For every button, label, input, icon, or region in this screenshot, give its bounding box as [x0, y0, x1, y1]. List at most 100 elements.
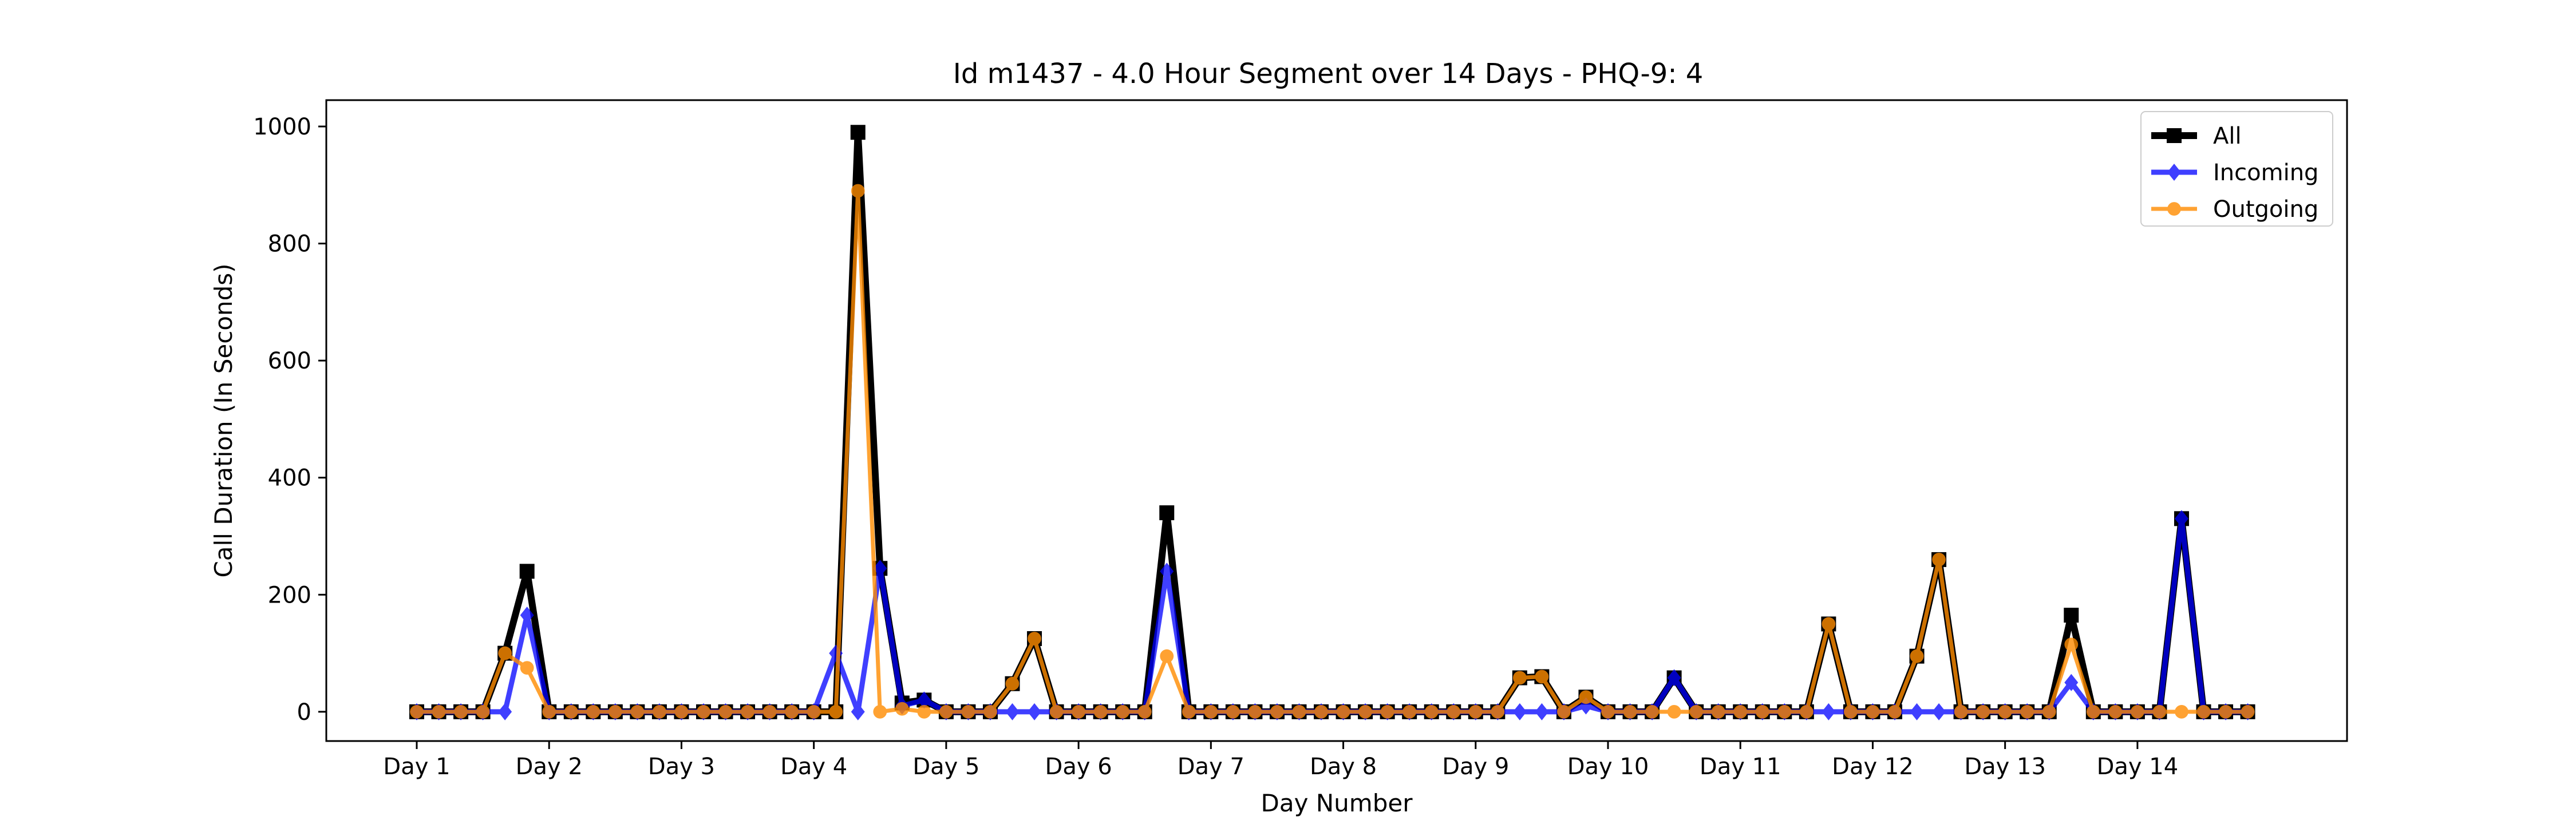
x-tick-label: Day 2 [516, 754, 583, 780]
data-point-outgoing [564, 704, 578, 719]
y-axis-label: Call Duration (In Seconds) [210, 263, 238, 577]
data-point-outgoing [1292, 704, 1306, 719]
data-point-outgoing [1755, 704, 1769, 719]
data-point-outgoing [1733, 704, 1748, 719]
legend-label: Incoming [2213, 160, 2318, 186]
data-point-outgoing [1822, 617, 1836, 631]
x-axis-label: Day Number [1261, 789, 1413, 817]
data-point-incoming [2064, 674, 2079, 691]
data-point-outgoing [1093, 704, 1108, 719]
data-point-outgoing [542, 704, 556, 719]
x-tick-label: Day 6 [1045, 754, 1112, 780]
data-point-outgoing [1424, 704, 1439, 719]
data-point-outgoing [2175, 704, 2188, 719]
data-point-incoming [1932, 703, 1946, 720]
data-point-all [850, 125, 866, 140]
data-point-outgoing [762, 704, 777, 719]
data-point-outgoing [1711, 704, 1725, 719]
x-tick-label: Day 1 [383, 754, 450, 780]
legend-label: Outgoing [2213, 196, 2318, 223]
data-point-outgoing [1976, 704, 1990, 719]
x-tick-label: Day 8 [1310, 754, 1377, 780]
x-tick-label: Day 14 [2097, 754, 2179, 780]
data-point-outgoing [1116, 704, 1130, 719]
data-point-outgoing [1005, 676, 1020, 691]
data-point-outgoing [653, 704, 666, 719]
data-point-outgoing [1932, 553, 1946, 566]
data-point-incoming [2174, 510, 2188, 528]
data-point-incoming [1005, 703, 1020, 720]
data-point-outgoing [1491, 704, 1505, 719]
data-point-outgoing [2152, 704, 2167, 719]
data-point-outgoing [741, 704, 754, 719]
data-point-incoming [1160, 562, 1174, 580]
data-point-outgoing [2130, 704, 2144, 719]
data-point-outgoing [608, 704, 622, 719]
legend-swatch-marker [2167, 202, 2181, 216]
data-point-outgoing [630, 704, 645, 719]
legend-box [2140, 111, 2333, 227]
data-point-outgoing [1799, 704, 1814, 719]
data-point-incoming [520, 607, 534, 624]
data-point-outgoing [697, 704, 710, 719]
data-point-incoming [851, 703, 865, 720]
chart-title: Id m1437 - 4.0 Hour Segment over 14 Days… [953, 58, 1704, 90]
data-point-outgoing [1336, 704, 1350, 719]
data-point-incoming [1822, 703, 1836, 720]
data-point-outgoing [1248, 704, 1262, 719]
data-point-incoming [917, 691, 931, 709]
data-point-all [2064, 608, 2079, 623]
data-point-outgoing [410, 704, 424, 719]
data-point-outgoing [432, 704, 446, 719]
x-tick-label: Day 11 [1700, 754, 1781, 780]
data-point-outgoing [2219, 704, 2233, 719]
data-point-outgoing [807, 704, 821, 719]
data-point-all [1159, 505, 1175, 521]
data-point-all [519, 564, 535, 579]
data-point-outgoing [1137, 704, 1152, 719]
y-tick-label: 400 [268, 465, 311, 492]
data-point-incoming [1028, 703, 1042, 720]
data-point-outgoing [1954, 704, 1968, 719]
data-point-outgoing [1358, 704, 1372, 719]
data-point-outgoing [1049, 704, 1064, 719]
data-point-outgoing [2241, 704, 2255, 719]
legend-swatch-marker [2167, 164, 2181, 181]
y-tick-label: 600 [268, 348, 311, 374]
data-point-outgoing [2086, 704, 2100, 719]
legend-entry-all [2151, 128, 2197, 143]
data-point-outgoing [476, 704, 490, 719]
x-tick-label: Day 5 [912, 754, 979, 780]
series-outgoing [410, 184, 2255, 719]
data-point-outgoing [851, 184, 865, 198]
data-point-outgoing [1689, 704, 1704, 719]
legend-entry-outgoing [2151, 202, 2197, 216]
data-point-outgoing [1468, 704, 1483, 719]
data-point-outgoing [1270, 704, 1284, 719]
x-tick-label: Day 13 [1964, 754, 2046, 780]
data-point-outgoing [1182, 704, 1196, 719]
data-point-outgoing [586, 704, 600, 719]
data-point-incoming [873, 560, 887, 577]
y-tick-label: 0 [297, 699, 311, 726]
data-point-outgoing [1777, 704, 1792, 719]
data-point-outgoing [718, 704, 733, 719]
x-tick-label: Day 12 [1832, 754, 1914, 780]
data-point-outgoing [873, 704, 887, 719]
data-point-outgoing [1623, 704, 1637, 719]
y-tick-label: 200 [268, 582, 311, 608]
data-point-incoming [1910, 703, 1924, 720]
data-point-outgoing [785, 704, 799, 719]
data-point-outgoing [2108, 704, 2123, 719]
data-point-outgoing [1314, 704, 1328, 719]
legend: All Incoming Outgoing [2140, 111, 2333, 227]
data-point-outgoing [2196, 704, 2211, 719]
series-layer [409, 125, 2255, 720]
legend-label: All [2213, 123, 2242, 149]
data-point-outgoing [1910, 649, 1924, 663]
y-tick-label: 1000 [253, 114, 311, 140]
data-point-incoming [1667, 669, 1681, 687]
data-point-outgoing [939, 704, 953, 719]
data-point-outgoing [1998, 704, 2012, 719]
data-point-outgoing [1866, 704, 1880, 719]
